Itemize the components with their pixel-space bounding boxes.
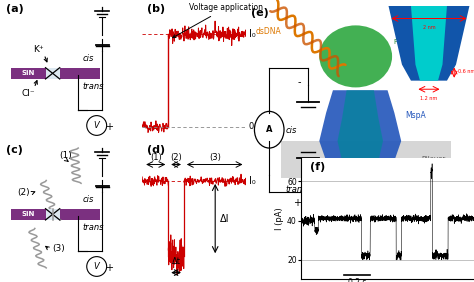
Text: 0 nA: 0 nA	[248, 122, 267, 131]
Text: (1): (1)	[60, 151, 73, 160]
Text: trans: trans	[82, 223, 104, 232]
Text: SiN: SiN	[21, 70, 35, 76]
Text: (f): (f)	[310, 162, 325, 171]
Text: cis: cis	[82, 195, 94, 204]
Text: cis: cis	[285, 125, 297, 135]
Polygon shape	[411, 6, 447, 81]
Text: (e): (e)	[251, 8, 269, 18]
Text: Cl⁻: Cl⁻	[22, 89, 35, 98]
Text: I₀: I₀	[248, 29, 255, 39]
Text: 2 nm: 2 nm	[423, 25, 435, 30]
Text: V: V	[94, 262, 100, 271]
Text: 0.2 s: 0.2 s	[348, 278, 366, 282]
Text: (3): (3)	[53, 244, 65, 253]
Text: K⁺: K⁺	[33, 45, 44, 54]
Text: 0.6 nm: 0.6 nm	[458, 69, 474, 74]
Text: V: V	[94, 121, 100, 130]
Polygon shape	[388, 6, 469, 81]
Circle shape	[255, 111, 284, 148]
Text: (a): (a)	[6, 4, 23, 14]
Text: Δt: Δt	[172, 257, 181, 266]
Bar	[11, 209, 100, 220]
Text: ssDNA: ssDNA	[374, 250, 399, 259]
Text: 1.2 nm: 1.2 nm	[420, 96, 438, 101]
Text: MspA: MspA	[406, 111, 427, 120]
Text: Bilayer: Bilayer	[422, 156, 446, 162]
Bar	[11, 68, 100, 79]
Bar	[46, 209, 60, 220]
Text: (2): (2)	[170, 153, 182, 162]
Text: (2): (2)	[17, 188, 30, 197]
Text: cis: cis	[82, 54, 94, 63]
Text: SiN: SiN	[21, 211, 35, 217]
Text: (b): (b)	[147, 4, 165, 14]
Text: (3): (3)	[209, 153, 221, 162]
Text: trans: trans	[285, 185, 307, 194]
Polygon shape	[281, 141, 451, 178]
Text: +: +	[106, 122, 113, 132]
Y-axis label: I (pA): I (pA)	[275, 207, 284, 230]
Text: (c): (c)	[6, 145, 23, 155]
Text: +: +	[106, 263, 113, 273]
Polygon shape	[337, 90, 383, 217]
Text: dsDNA: dsDNA	[255, 27, 282, 36]
Text: (1): (1)	[150, 153, 162, 162]
Polygon shape	[319, 90, 401, 217]
Bar	[46, 68, 60, 79]
Text: ΔI: ΔI	[220, 213, 230, 224]
Text: Voltage application: Voltage application	[173, 3, 263, 38]
Text: I₀: I₀	[248, 176, 255, 186]
Ellipse shape	[319, 25, 392, 87]
Text: A: A	[266, 125, 273, 134]
Text: -: -	[297, 77, 301, 87]
Text: Phi 29 DNAP: Phi 29 DNAP	[394, 39, 438, 45]
Text: trans: trans	[82, 82, 104, 91]
Text: +: +	[292, 198, 301, 208]
Text: (d): (d)	[147, 145, 165, 155]
